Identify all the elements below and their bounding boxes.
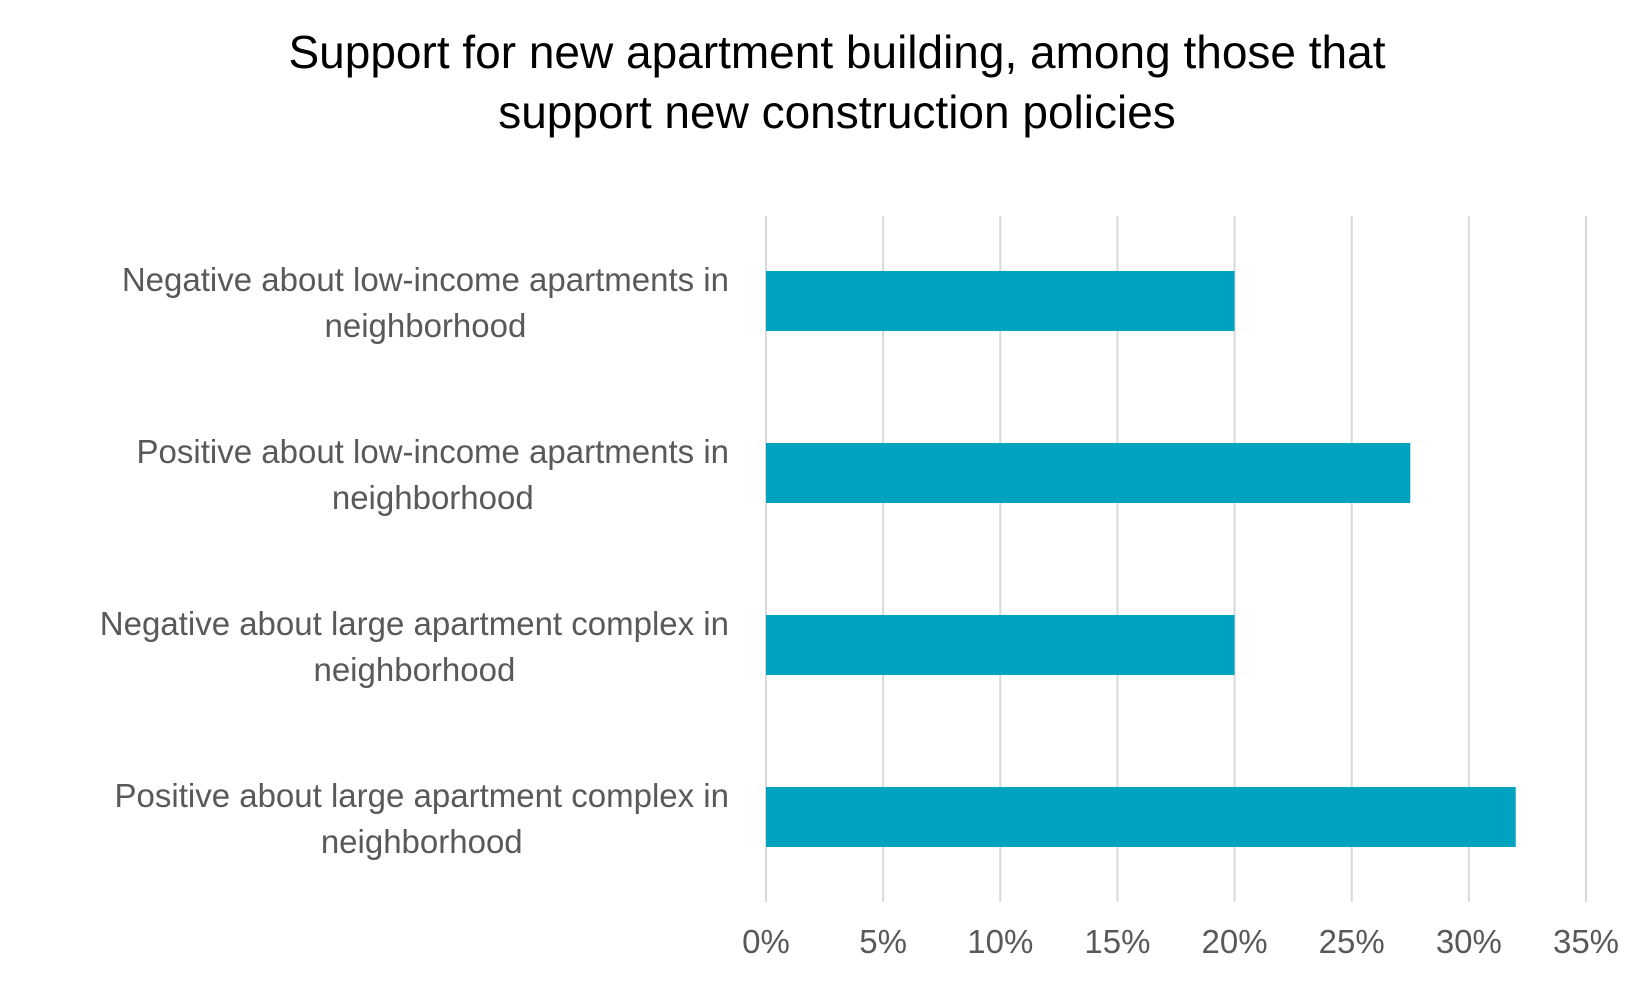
x-tick-label: 5% bbox=[859, 923, 907, 960]
category-label: Negative about low-income apartments in n… bbox=[122, 261, 729, 344]
x-tick-label: 20% bbox=[1202, 923, 1268, 960]
category-label-line: neighborhood bbox=[332, 479, 534, 516]
x-axis-tick-labels: 0% 5% 10% 15% 20% 25% 30% 35% bbox=[742, 923, 1619, 960]
bar bbox=[766, 443, 1411, 503]
chart-title-line: support new construction policies bbox=[498, 86, 1176, 138]
chart-title: Support for new apartment building, amon… bbox=[288, 26, 1385, 138]
category-label-line: neighborhood bbox=[313, 651, 515, 688]
bar bbox=[766, 271, 1235, 331]
category-label-line: Positive about large apartment complex i… bbox=[115, 777, 730, 814]
category-labels: Negative about low-income apartments in n… bbox=[100, 261, 729, 860]
x-tick-label: 30% bbox=[1436, 923, 1502, 960]
chart-title-line: Support for new apartment building, amon… bbox=[288, 26, 1385, 78]
x-tick-label: 25% bbox=[1319, 923, 1385, 960]
x-tick-label: 0% bbox=[742, 923, 790, 960]
category-label-line: Negative about large apartment complex i… bbox=[100, 605, 729, 642]
x-tick-label: 35% bbox=[1553, 923, 1619, 960]
category-label-line: Negative about low-income apartments in bbox=[122, 261, 729, 298]
category-label: Negative about large apartment complex i… bbox=[100, 605, 729, 688]
bar bbox=[766, 787, 1516, 847]
category-label: Positive about large apartment complex i… bbox=[115, 777, 730, 860]
category-label: Positive about low-income apartments in n… bbox=[137, 433, 729, 516]
category-label-line: neighborhood bbox=[324, 307, 526, 344]
bars bbox=[766, 271, 1516, 847]
category-label-line: Positive about low-income apartments in bbox=[137, 433, 729, 470]
x-tick-label: 15% bbox=[1084, 923, 1150, 960]
category-label-line: neighborhood bbox=[321, 823, 523, 860]
bar bbox=[766, 615, 1235, 675]
x-tick-label: 10% bbox=[967, 923, 1033, 960]
